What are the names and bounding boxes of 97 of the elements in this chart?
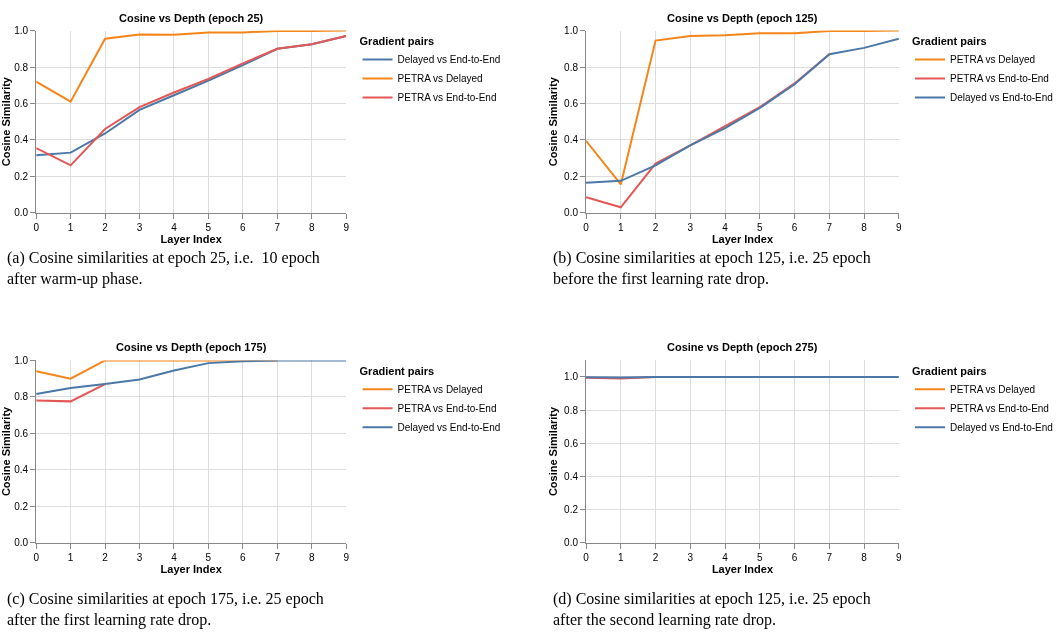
x-tick-label: 3 <box>687 221 694 233</box>
x-tick-label: 4 <box>171 221 178 233</box>
x-tick-label: 4 <box>171 551 178 563</box>
y-tick-label: 0.8 <box>14 391 29 403</box>
x-tick-label: 6 <box>240 551 247 563</box>
x-tick-label: 6 <box>240 221 247 233</box>
y-tick-label: 0.4 <box>14 464 29 476</box>
y-tick-label: 0.0 <box>14 207 29 219</box>
y-tick-label: 1.0 <box>564 25 579 37</box>
x-tick-label: 9 <box>343 221 350 233</box>
text: (d) Cosine similarities at epoch 125, i.e. 25 epoch after the second learning rate drop. <box>553 590 871 629</box>
chart-title: Cosine vs Depth (epoch 175) <box>116 341 267 353</box>
text: (c) Cosine similarities at epoch 175, i.e. 25 epoch after the first learning rate drop. <box>7 590 324 629</box>
legend-label: Delayed vs End-to-End <box>950 422 1053 434</box>
legend-label: PETRA vs Delayed <box>950 54 1036 66</box>
text: (a) Cosine similarities at epoch 25, i.e. 10 epoch after warm-up phase. <box>7 249 320 288</box>
y-tick-label: 0.0 <box>14 537 29 549</box>
y-axis-title: Cosine Similarity <box>546 405 559 497</box>
legend-title: Gradient pairs <box>912 34 987 47</box>
x-tick-label: 0 <box>583 221 590 233</box>
legend-label: PETRA vs Delayed <box>397 384 483 396</box>
y-tick-label: 0.0 <box>564 207 579 219</box>
y-tick-label: 0.4 <box>564 134 579 146</box>
x-tick-label: 2 <box>652 551 659 563</box>
x-tick-label: 7 <box>826 221 833 233</box>
chart-title: Cosine vs Depth (epoch 125) <box>667 12 818 24</box>
x-tick-label: 7 <box>826 551 833 563</box>
x-axis-title: Layer Index <box>711 562 774 575</box>
y-tick-label: 0.2 <box>14 500 29 512</box>
x-tick-label: 1 <box>67 551 74 563</box>
x-tick-label: 3 <box>687 551 694 563</box>
legend-label: Delayed vs End-to-End <box>950 92 1053 104</box>
chart-title: Cosine vs Depth (epoch 25) <box>119 12 264 24</box>
x-tick-label: 2 <box>102 551 109 563</box>
y-axis-title: Cosine Similarity <box>0 405 12 497</box>
y-tick-label: 1.0 <box>14 25 29 37</box>
x-tick-label: 1 <box>618 221 625 233</box>
x-tick-label: 2 <box>652 221 659 233</box>
x-tick-label: 5 <box>205 551 212 563</box>
x-tick-label: 9 <box>896 221 903 233</box>
legend-label: PETRA vs End-to-End <box>397 92 497 104</box>
x-tick-label: 0 <box>33 221 40 233</box>
x-tick-label: 6 <box>791 221 798 233</box>
legend-title: Gradient pairs <box>359 364 435 377</box>
legend-label: PETRA vs End-to-End <box>397 403 497 415</box>
y-tick-label: 0.8 <box>564 404 579 416</box>
x-tick-label: 1 <box>618 551 625 563</box>
x-tick-label: 8 <box>861 221 868 233</box>
x-tick-label: 2 <box>102 221 109 233</box>
legend-label: PETRA vs Delayed <box>397 73 483 85</box>
x-tick-label: 5 <box>205 221 212 233</box>
chart-title: Cosine vs Depth (epoch 275) <box>667 341 818 353</box>
y-tick-label: 0.6 <box>564 437 579 449</box>
x-tick-label: 0 <box>33 551 40 563</box>
y-tick-label: 0.4 <box>14 134 29 146</box>
x-tick-label: 7 <box>274 551 281 563</box>
legend-title: Gradient pairs <box>359 34 435 47</box>
x-tick-label: 8 <box>308 551 315 563</box>
y-tick-label: 1.0 <box>14 354 29 366</box>
legend-label: PETRA vs Delayed <box>950 384 1036 396</box>
x-axis-title: Layer Index <box>711 232 774 245</box>
x-tick-label: 4 <box>722 551 729 563</box>
y-tick-label: 0.8 <box>14 61 29 73</box>
x-axis-title: Layer Index <box>160 562 223 575</box>
x-tick-label: 1 <box>67 221 74 233</box>
x-tick-label: 3 <box>136 221 143 233</box>
y-axis-title: Cosine Similarity <box>0 76 12 167</box>
x-tick-label: 9 <box>896 551 903 563</box>
x-tick-label: 4 <box>722 221 729 233</box>
line-series <box>36 30 347 103</box>
y-tick-label: 1.0 <box>564 371 579 383</box>
legend-label: PETRA vs End-to-End <box>950 73 1049 85</box>
x-tick-label: 0 <box>583 551 590 563</box>
y-tick-label: 0.0 <box>564 537 579 549</box>
y-tick-label: 0.6 <box>564 97 579 109</box>
x-tick-label: 7 <box>274 221 281 233</box>
y-tick-label: 0.2 <box>14 170 29 182</box>
x-tick-label: 8 <box>308 221 315 233</box>
y-tick-label: 0.6 <box>14 97 29 109</box>
text: (b) Cosine similarities at epoch 125, i.e. 25 epoch before the first learning rate drop. <box>553 249 871 288</box>
y-tick-label: 0.8 <box>564 61 579 73</box>
y-tick-label: 0.6 <box>14 427 29 439</box>
x-axis-title: Layer Index <box>160 232 223 245</box>
x-tick-label: 3 <box>136 551 143 563</box>
x-tick-label: 9 <box>343 551 350 563</box>
x-tick-label: 8 <box>861 551 868 563</box>
legend-label: PETRA vs End-to-End <box>950 403 1049 415</box>
y-axis-title: Cosine Similarity <box>546 76 559 167</box>
legend-title: Gradient pairs <box>912 364 987 377</box>
legend-label: Delayed vs End-to-End <box>397 54 501 66</box>
x-tick-label: 5 <box>757 551 764 563</box>
y-tick-label: 0.4 <box>564 470 579 482</box>
x-tick-label: 6 <box>791 551 798 563</box>
y-tick-label: 0.2 <box>564 503 579 515</box>
legend-label: Delayed vs End-to-End <box>397 422 501 434</box>
x-tick-label: 5 <box>757 221 764 233</box>
y-tick-label: 0.2 <box>564 170 579 182</box>
